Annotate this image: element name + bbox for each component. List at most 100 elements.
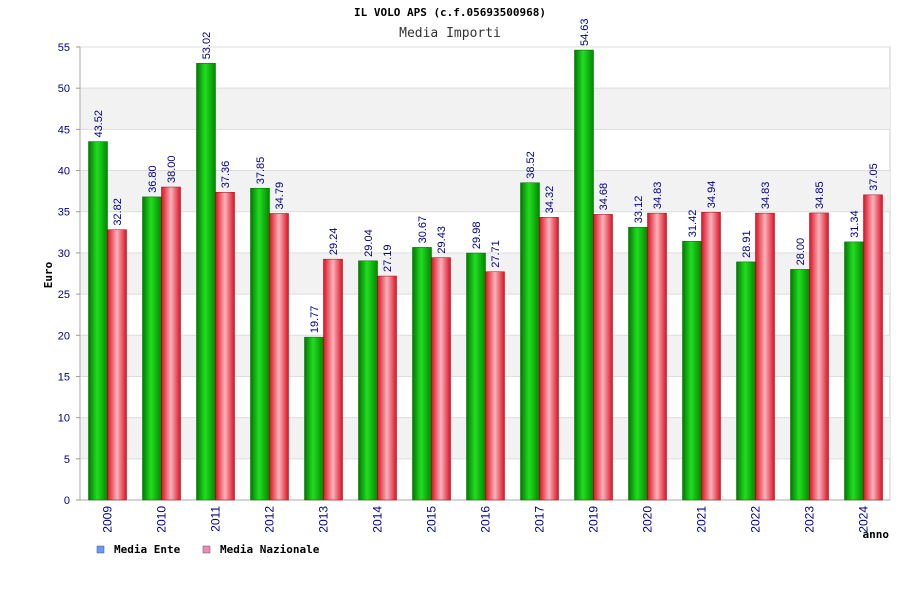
value-label-media-ente-2011: 53.02 [201,32,213,60]
y-axis-label: Euro [42,261,55,288]
y-tick-label: 10 [58,413,70,425]
value-label-media-nazionale-2013: 29.24 [328,228,340,256]
bar-media-nazionale-2022 [755,212,775,501]
x-tick-label-2020: 2020 [641,506,655,533]
bar-media-nazionale-2020 [647,212,667,501]
value-label-media-ente-2023: 28.00 [795,238,807,266]
x-tick-label-2012: 2012 [263,506,277,533]
y-axis-ticks: 0 5 10 15 20 25 30 35 40 45 50 55 [58,42,80,507]
bar-media-nazionale-2010 [161,186,181,501]
x-tick-label-2021: 2021 [695,506,709,533]
value-label-media-ente-2021: 31.42 [687,210,699,238]
value-label-media-nazionale-2024: 37.05 [868,163,880,191]
x-tick-label-2014: 2014 [371,506,385,533]
y-tick-label: 20 [58,330,70,342]
x-tick-label-2010: 2010 [155,506,169,533]
bar-media-nazionale-2021 [701,211,721,501]
legend-swatch-media-ente [96,545,105,554]
legend: Media Ente Media Nazionale [96,543,320,556]
x-tick-label-2016: 2016 [479,506,493,533]
legend-label-media-ente: Media Ente [114,543,181,556]
value-label-media-nazionale-2012: 34.79 [274,182,286,210]
value-label-media-ente-2017: 38.52 [525,151,537,179]
bar-media-nazionale-2019 [593,214,613,501]
x-axis-ticks: 2009 2010 2011 2012 2013 2014 2015 2016 2017 2019… [101,506,871,533]
bar-media-ente-2011 [196,63,216,501]
value-label-media-ente-2009: 43.52 [93,110,105,138]
bar-media-nazionale-2023 [809,212,829,501]
bar-media-ente-2012 [250,188,270,501]
value-label-media-nazionale-2015: 29.43 [436,226,448,254]
x-tick-label-2022: 2022 [749,506,763,533]
value-label-media-ente-2022: 28.91 [741,230,753,258]
chart-title: IL VOLO APS (c.f.05693500968) [354,6,546,19]
bars [88,49,883,501]
bar-media-nazionale-2017 [539,217,559,501]
bar-media-nazionale-2012 [269,213,289,501]
value-label-media-nazionale-2019: 34.68 [598,183,610,211]
x-tick-label-2023: 2023 [803,506,817,533]
bar-media-ente-2024 [844,241,864,501]
value-label-media-ente-2024: 31.34 [849,210,861,238]
value-label-media-nazionale-2014: 27.19 [382,245,394,273]
value-label-media-nazionale-2009: 32.82 [112,198,124,226]
bar-media-ente-2014 [358,260,378,501]
x-tick-label-2015: 2015 [425,506,439,533]
bar-media-nazionale-2013 [323,258,343,501]
value-label-media-ente-2012: 37.85 [255,157,267,185]
value-label-media-nazionale-2011: 37.36 [220,161,232,189]
bar-media-ente-2020 [628,226,648,501]
value-label-media-ente-2016: 29.98 [471,222,483,250]
y-tick-label: 55 [58,42,70,54]
value-label-media-nazionale-2016: 27.71 [490,240,502,268]
y-tick-label: 45 [58,124,70,136]
y-tick-label: 25 [58,289,70,301]
value-label-media-nazionale-2021: 34.94 [706,181,718,209]
bar-media-ente-2017 [520,182,540,501]
x-axis-label: anno [863,528,890,541]
bar-media-ente-2015 [412,247,432,501]
y-tick-label: 40 [58,166,70,178]
bar-media-ente-2016 [466,252,486,501]
y-tick-label: 15 [58,371,70,383]
x-tick-label-2019: 2019 [587,506,601,533]
value-label-media-ente-2020: 33.12 [633,196,645,224]
bar-media-ente-2009 [88,141,108,501]
x-tick-label-2024: 2024 [857,506,871,533]
bar-media-ente-2019 [574,49,594,501]
x-tick-label-2017: 2017 [533,506,547,533]
y-tick-label: 0 [64,495,70,507]
y-tick-label: 5 [64,454,70,466]
bar-media-nazionale-2014 [377,275,397,501]
value-label-media-nazionale-2017: 34.32 [544,186,556,214]
value-label-media-ente-2019: 54.63 [579,19,591,47]
y-tick-label: 30 [58,248,70,260]
x-tick-label-2011: 2011 [209,506,223,532]
bar-media-nazionale-2015 [431,257,451,501]
bar-media-nazionale-2009 [107,229,127,501]
value-labels: 43.52 32.82 36.80 38.00 53.02 37.36 37.85 34.79… [93,19,880,334]
y-tick-label: 50 [58,83,70,95]
value-label-media-nazionale-2020: 34.83 [652,182,664,210]
value-label-media-ente-2014: 29.04 [363,229,375,257]
x-tick-label-2009: 2009 [101,506,115,533]
bar-media-nazionale-2024 [863,194,883,501]
bar-media-ente-2022 [736,261,756,501]
bar-media-nazionale-2011 [215,192,235,501]
bar-media-ente-2023 [790,269,810,501]
bar-media-nazionale-2016 [485,271,505,501]
chart-subtitle: Media Importi [399,26,501,41]
bar-media-ente-2013 [304,336,324,501]
value-label-media-nazionale-2022: 34.83 [760,182,772,210]
value-label-media-nazionale-2023: 34.85 [814,181,826,209]
bar-media-ente-2010 [142,196,162,501]
value-label-media-ente-2010: 36.80 [147,165,159,193]
bar-media-ente-2021 [682,240,702,501]
value-label-media-ente-2013: 19.77 [309,306,321,334]
x-tick-label-2013: 2013 [317,506,331,533]
legend-swatch-media-nazionale [202,545,211,554]
legend-label-media-nazionale: Media Nazionale [220,543,320,556]
value-label-media-nazionale-2010: 38.00 [166,155,178,183]
y-tick-label: 35 [58,207,70,219]
